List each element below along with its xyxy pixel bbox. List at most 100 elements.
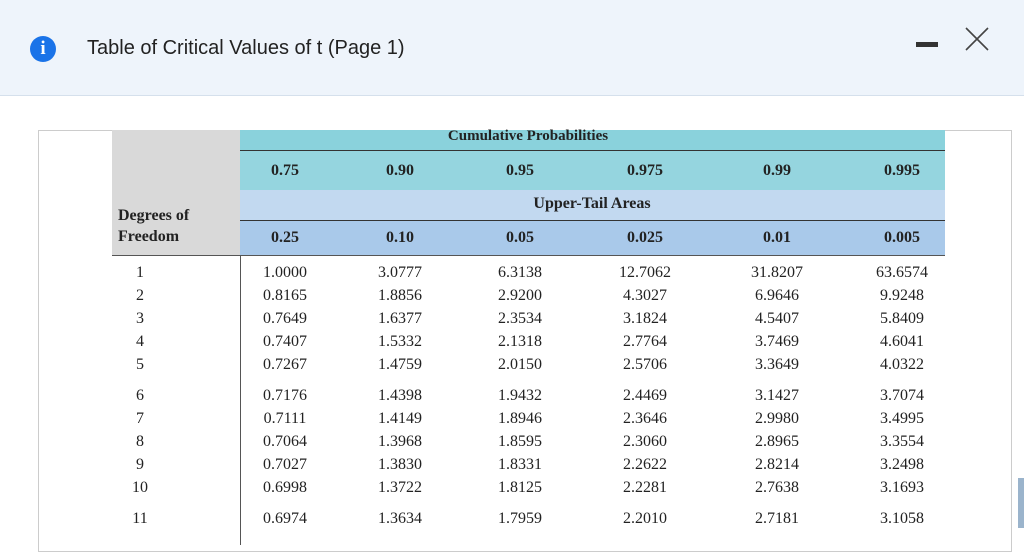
cell: 1.3634 — [378, 510, 422, 527]
cell: 3.1693 — [880, 479, 924, 496]
cell: 2.2281 — [623, 479, 667, 496]
tail-area-label: 0.25 — [271, 229, 299, 246]
group-title: Cumulative Probabilities — [447, 128, 609, 144]
cell: 1.4398 — [378, 387, 422, 404]
cell: 1.3830 — [378, 456, 422, 473]
cumulative-label: 0.995 — [884, 162, 920, 179]
cell: 2.2010 — [623, 510, 667, 527]
cell: 9.9248 — [880, 287, 924, 304]
cumulative-band — [240, 150, 945, 191]
cell: 4.3027 — [623, 287, 667, 304]
df-label: 9 — [136, 456, 144, 473]
cell: 2.7638 — [755, 479, 799, 496]
cell: 0.6974 — [263, 510, 307, 527]
cell: 3.1427 — [755, 387, 799, 404]
cumulative-label: 0.75 — [271, 162, 299, 179]
cell: 2.3534 — [498, 310, 542, 327]
cell: 2.1318 — [498, 333, 542, 350]
dialog-title: Table of Critical Values of t (Page 1) — [87, 37, 405, 59]
tail-area-label: 0.05 — [506, 229, 534, 246]
cell: 2.5706 — [623, 356, 667, 373]
cell: 0.7111 — [263, 410, 307, 427]
cell: 2.2622 — [623, 456, 667, 473]
tail-area-label: 0.10 — [386, 229, 414, 246]
cell: 0.7267 — [263, 356, 307, 373]
cell: 0.7407 — [263, 333, 307, 350]
cell: 1.8595 — [498, 433, 542, 450]
cumulative-label: 0.975 — [627, 162, 663, 179]
cell: 6.3138 — [498, 264, 542, 281]
cell: 12.7062 — [619, 264, 671, 281]
tail-area-band — [240, 220, 945, 256]
df-header-bg — [112, 130, 240, 255]
tail-area-label: 0.005 — [884, 229, 920, 246]
cell: 3.0777 — [378, 264, 422, 281]
cell: 1.4759 — [378, 356, 422, 373]
info-icon: i — [30, 36, 56, 62]
tail-band — [240, 190, 945, 220]
cell: 3.1058 — [880, 510, 924, 527]
close-button[interactable] — [964, 26, 990, 52]
df-label: 8 — [136, 433, 144, 450]
cell: 0.7176 — [263, 387, 307, 404]
cell: 3.7074 — [880, 387, 924, 404]
cell: 1.8125 — [498, 479, 542, 496]
df-label: 3 — [136, 310, 144, 327]
cell: 4.5407 — [755, 310, 799, 327]
side-tab — [1018, 478, 1024, 528]
cell: 0.7064 — [263, 433, 307, 450]
cell: 1.5332 — [378, 333, 422, 350]
cell: 2.0150 — [498, 356, 542, 373]
rule — [240, 255, 241, 545]
cell: 63.6574 — [876, 264, 928, 281]
df-label: 10 — [132, 479, 148, 496]
cell: 6.9646 — [755, 287, 799, 304]
cell: 1.8331 — [498, 456, 542, 473]
cell: 3.4995 — [880, 410, 924, 427]
cumulative-label: 0.99 — [763, 162, 791, 179]
df-label: 6 — [136, 387, 144, 404]
df-label: 1 — [136, 264, 144, 281]
row-header: Degrees of Freedom — [118, 207, 190, 245]
df-label: 5 — [136, 356, 144, 373]
cell: 2.3060 — [623, 433, 667, 450]
cell: 1.6377 — [378, 310, 422, 327]
group-band — [240, 130, 945, 150]
cell: 2.7764 — [623, 333, 667, 350]
cumulative-label: 0.95 — [506, 162, 534, 179]
cell: 2.8214 — [755, 456, 799, 473]
cell: 4.6041 — [880, 333, 924, 350]
cell: 31.8207 — [751, 264, 803, 281]
cell: 4.0322 — [880, 356, 924, 373]
cell: 3.3649 — [755, 356, 799, 373]
cell: 0.6998 — [263, 479, 307, 496]
cell: 1.7959 — [498, 510, 542, 527]
tail-area-label: 0.025 — [627, 229, 663, 246]
cell: 2.7181 — [755, 510, 799, 527]
cell: 0.7649 — [263, 310, 307, 327]
cell: 5.8409 — [880, 310, 924, 327]
cell: 2.4469 — [623, 387, 667, 404]
cell: 1.8946 — [498, 410, 542, 427]
cumulative-label: 0.90 — [386, 162, 414, 179]
cell: 1.8856 — [378, 287, 422, 304]
minimize-button[interactable] — [916, 42, 938, 47]
df-label: 7 — [136, 410, 144, 427]
tail-title: Upper-Tail Areas — [533, 195, 651, 212]
cell: 3.1824 — [623, 310, 667, 327]
cell: 2.9200 — [498, 287, 542, 304]
df-label: 4 — [136, 333, 144, 350]
cell: 1.4149 — [378, 410, 422, 427]
df-label: 2 — [136, 287, 144, 304]
cell: 1.0000 — [263, 264, 307, 281]
cell: 3.3554 — [880, 433, 924, 450]
cell: 1.3968 — [378, 433, 422, 450]
cell: 1.3722 — [378, 479, 422, 496]
cell: 2.3646 — [623, 410, 667, 427]
df-label: 11 — [132, 510, 148, 527]
cell: 3.2498 — [880, 456, 924, 473]
cell: 0.8165 — [263, 287, 307, 304]
cell: 0.7027 — [263, 456, 307, 473]
cell: 2.9980 — [755, 410, 799, 427]
